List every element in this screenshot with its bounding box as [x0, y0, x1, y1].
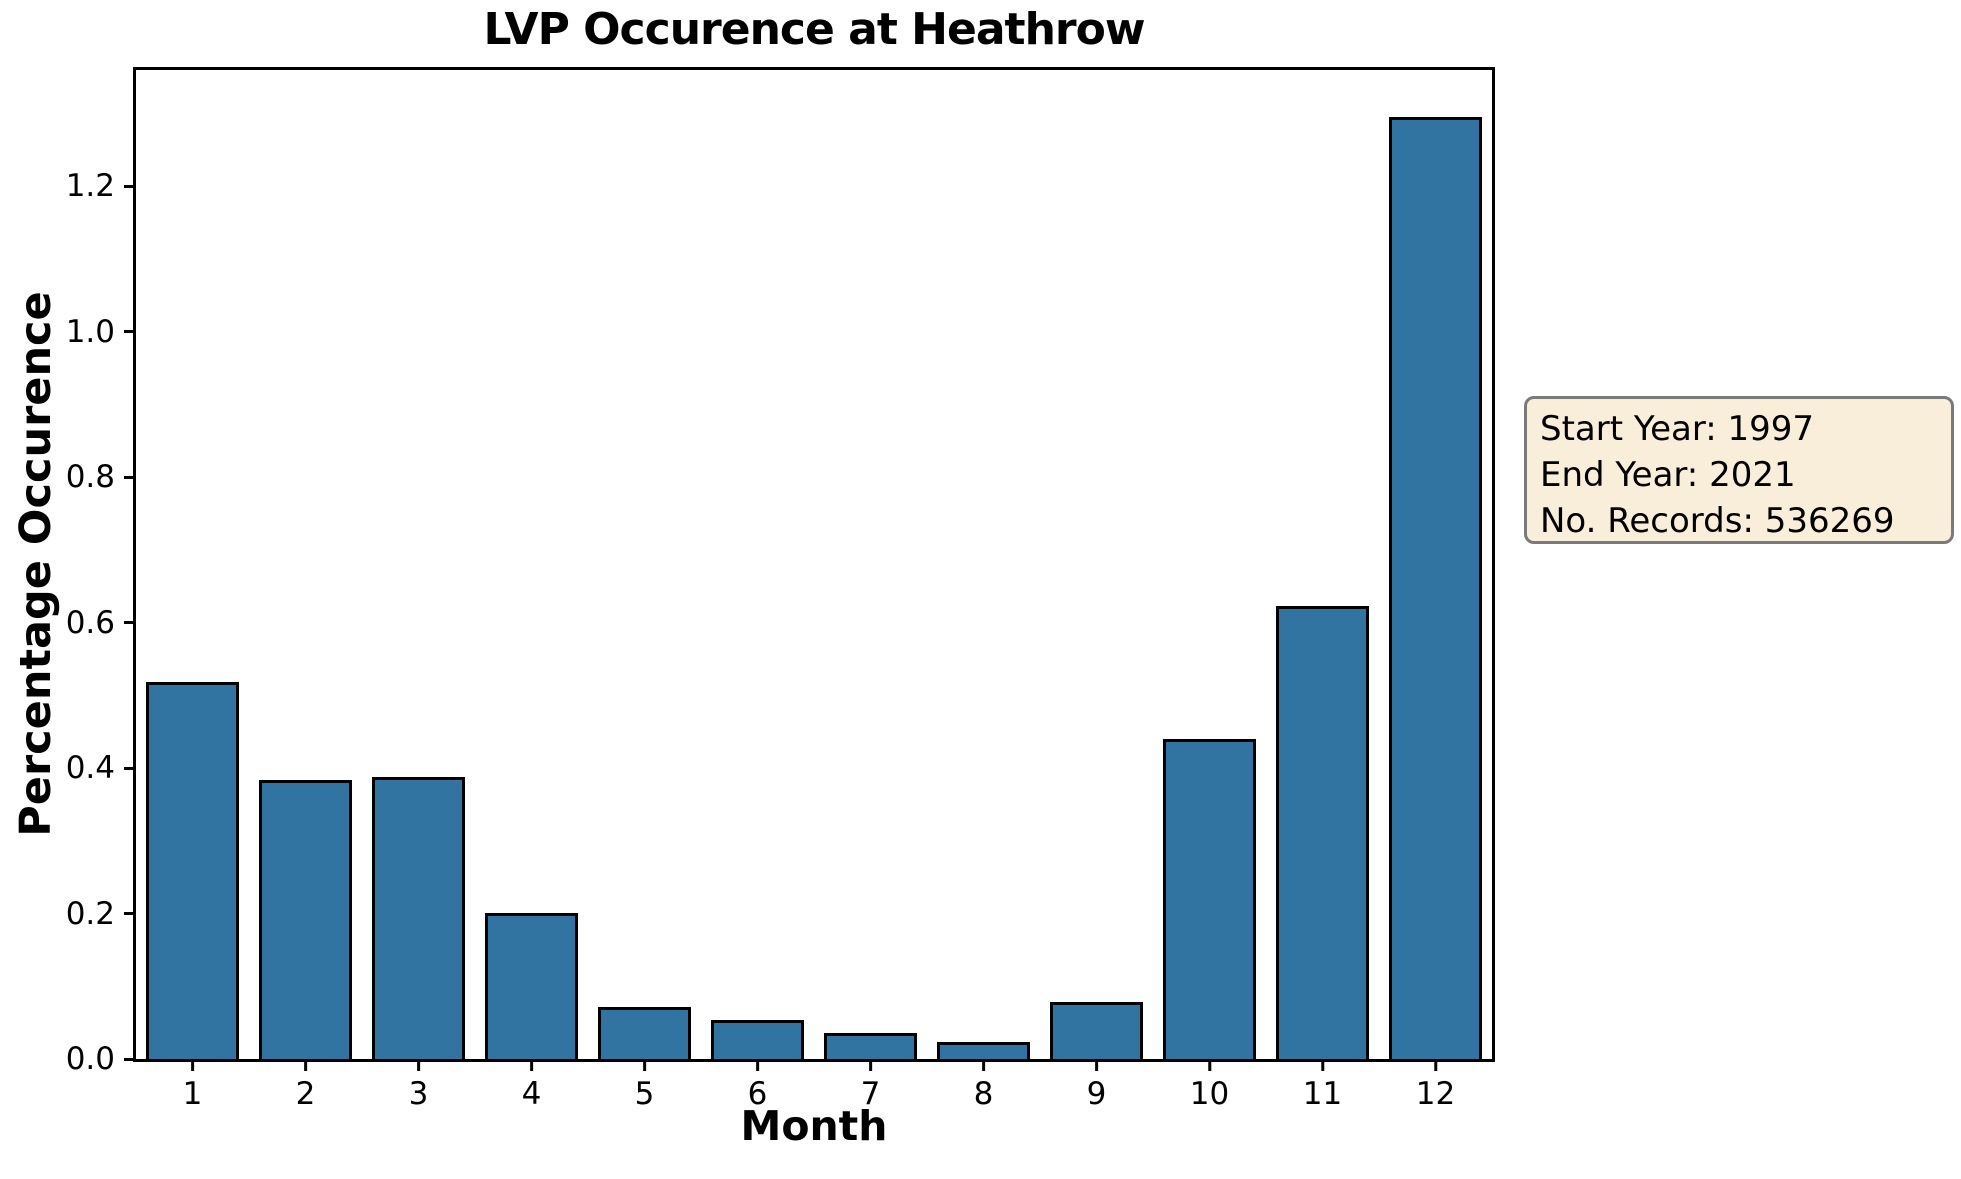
x-axis-label: Month [740, 1102, 888, 1150]
x-tick-2: 2 [295, 1059, 316, 1112]
y-axis-label: Percentage Occurence [11, 291, 61, 837]
x-tick-label: 4 [521, 1076, 542, 1112]
bar-month-8 [936, 1042, 1031, 1059]
y-tick-mark [124, 184, 136, 188]
bar-month-6 [710, 1020, 805, 1059]
x-tick-8: 8 [973, 1059, 994, 1112]
bar-month-7 [823, 1032, 918, 1059]
bar-month-12 [1388, 117, 1483, 1059]
x-tick-mark [1320, 1059, 1324, 1071]
x-tick-9: 9 [1086, 1059, 1107, 1112]
x-tick-mark [303, 1059, 307, 1071]
y-tick-mark [124, 766, 136, 770]
x-tick-mark [868, 1059, 872, 1071]
x-tick-mark [190, 1059, 194, 1071]
bar-month-5 [597, 1007, 692, 1059]
x-tick-12: 12 [1416, 1059, 1455, 1112]
x-tick-label: 6 [747, 1076, 768, 1112]
x-tick-11: 11 [1303, 1059, 1342, 1112]
bar-month-3 [371, 776, 466, 1059]
x-tick-label: 8 [973, 1076, 994, 1112]
x-tick-label: 1 [182, 1076, 203, 1112]
x-tick-mark [416, 1059, 420, 1071]
x-tick-10: 10 [1190, 1059, 1229, 1112]
x-tick-label: 3 [408, 1076, 429, 1112]
annotation-line-records: No. Records: 536269 [1540, 501, 1895, 542]
annotation-line-end-year: End Year: 2021 [1540, 455, 1796, 496]
x-tick-6: 6 [747, 1059, 768, 1112]
x-tick-mark [1433, 1059, 1437, 1071]
annotation-line-start-year: Start Year: 1997 [1540, 409, 1815, 449]
bar-month-10 [1162, 739, 1257, 1059]
x-tick-mark [755, 1059, 759, 1071]
x-tick-mark [1207, 1059, 1211, 1071]
x-tick-label: 2 [295, 1076, 316, 1112]
x-tick-1: 1 [182, 1059, 203, 1112]
x-tick-3: 3 [408, 1059, 429, 1112]
x-tick-label: 7 [860, 1076, 881, 1112]
bar-month-2 [258, 780, 353, 1059]
bar-month-9 [1049, 1002, 1144, 1059]
y-tick-mark [124, 912, 136, 916]
x-tick-mark [529, 1059, 533, 1071]
y-tick-mark [124, 1057, 136, 1061]
y-tick-mark [124, 621, 136, 625]
y-tick-mark [124, 330, 136, 334]
y-tick-mark [124, 475, 136, 479]
x-tick-label: 5 [634, 1076, 655, 1112]
chart-title: LVP Occurence at Heathrow [483, 4, 1146, 55]
x-tick-5: 5 [634, 1059, 655, 1112]
x-tick-mark [1094, 1059, 1098, 1071]
plot-area: 0.0 0.2 0.4 0.6 0.8 1.0 1.2 1 2 3 4 5 6 7 8 9 10 11 12 [66, 67, 1495, 1112]
annotation-box: Start Year: 1997 End Year: 2021 No. Reco… [1524, 396, 1954, 544]
x-tick-label: 11 [1302, 1076, 1343, 1112]
x-tick-label: 12 [1415, 1076, 1456, 1112]
bar-month-4 [484, 912, 579, 1059]
x-tick-label: 9 [1086, 1076, 1107, 1112]
x-tick-4: 4 [521, 1059, 542, 1112]
x-tick-mark [642, 1059, 646, 1071]
x-tick-label: 10 [1189, 1076, 1230, 1112]
bar-month-1 [145, 682, 240, 1059]
bar-month-11 [1275, 605, 1370, 1059]
x-tick-mark [981, 1059, 985, 1071]
x-tick-7: 7 [860, 1059, 881, 1112]
